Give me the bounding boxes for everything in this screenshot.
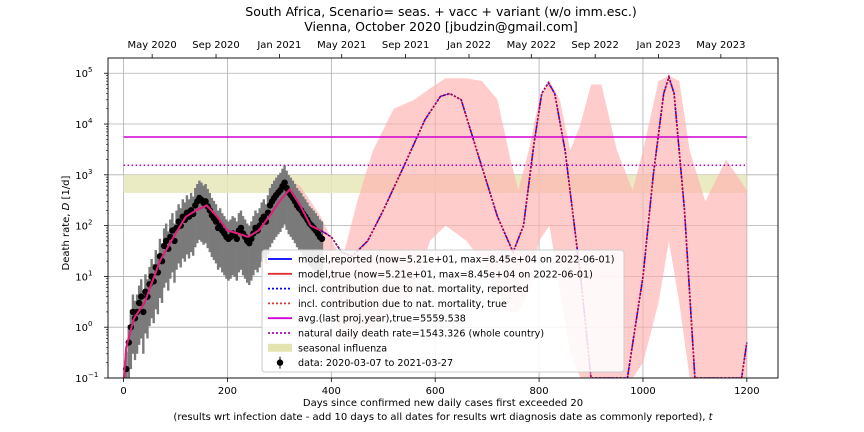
y-tick-exponent: 5	[88, 66, 92, 74]
legend-item: natural daily death rate=1543.326 (whole…	[268, 329, 544, 340]
chart-title: South Africa, Scenario= seas. + vacc + v…	[245, 4, 636, 19]
legend-item: seasonal influenza	[268, 343, 387, 354]
model-fit-curve	[122, 187, 322, 378]
legend-label: incl. contribution due to nat. mortality…	[298, 299, 507, 310]
x-axis-label: Days since confirmed new daily cases fir…	[303, 398, 583, 409]
x-axis-variable: t	[709, 412, 714, 423]
legend-swatch	[268, 343, 292, 352]
plot-area: 0 200 400 600 800 1000 1200 May 2020 Sep 2020 Jan…	[75, 40, 779, 397]
x-tick-label: 400	[322, 386, 341, 397]
legend: model,reported (now=5.21e+01, max=8.45e+…	[261, 249, 625, 373]
legend-label: natural daily death rate=1543.326 (whole…	[298, 329, 544, 340]
legend-item: avg.(last proj.year),true=5559.538	[268, 314, 466, 325]
y-axis-label-text: Death rate,	[61, 214, 72, 271]
data-point	[135, 299, 143, 307]
x-tick-label: 1200	[734, 386, 759, 397]
x-tick-label: 0	[120, 386, 126, 397]
plot-frame	[107, 57, 779, 379]
legend-label: incl. contribution due to nat. mortality…	[298, 284, 529, 295]
legend-item: incl. contribution due to nat. mortality…	[268, 299, 507, 310]
y-tick-exponent: 3	[88, 168, 92, 176]
top-tick-label: Jan 2022	[446, 40, 491, 51]
top-tick-label: Sep 2022	[571, 40, 618, 51]
y-tick-label: 10	[75, 69, 88, 80]
legend-item: incl. contribution due to nat. mortality…	[268, 284, 529, 295]
data-point	[281, 179, 288, 186]
x-tick-label: 200	[218, 386, 237, 397]
top-tick-label: Jan 2023	[636, 40, 681, 51]
legend-item: model,true (now=5.21e+01, max=8.45e+04 o…	[268, 269, 593, 280]
legend-label: seasonal influenza	[298, 343, 387, 354]
y-axis-variable: D	[61, 202, 72, 210]
y-tick-exponent: 2	[88, 219, 92, 227]
y-tick-label: 10	[75, 374, 88, 385]
y-tick-label: 10	[75, 272, 88, 283]
top-tick-label: May 2022	[507, 40, 556, 51]
y-axis-unit: [1/d]	[61, 175, 72, 199]
legend-item: data: 2020-03-07 to 2021-03-27	[276, 356, 453, 369]
chart-subtitle: Vienna, October 2020 [jbudzin@gmail.com]	[304, 19, 578, 34]
x-tick-label: 800	[530, 386, 549, 397]
data-point	[140, 308, 147, 316]
data-point	[162, 237, 170, 245]
x-tick-label: 1000	[630, 386, 655, 397]
legend-marker	[276, 359, 284, 366]
x-tick-label: 600	[426, 386, 445, 397]
data-point	[318, 235, 326, 243]
top-tick-label: Sep 2021	[382, 40, 429, 51]
data-point	[202, 198, 209, 205]
data-point	[248, 235, 255, 243]
y-tick-label: 10	[75, 222, 88, 233]
data-point	[212, 218, 220, 225]
top-tick-label: Sep 2020	[192, 40, 239, 51]
y-tick-exponent: −1	[88, 371, 98, 379]
data-point	[260, 213, 268, 220]
data-point	[138, 293, 145, 300]
y-tick-label: 10	[75, 120, 88, 131]
y-tick-label: 10	[75, 323, 88, 334]
legend-label: model,reported (now=5.21e+01, max=8.45e+…	[298, 255, 614, 266]
y-tick-label: 10	[75, 171, 88, 182]
top-tick-label: May 2021	[317, 40, 366, 51]
legend-label: data: 2020-03-07 to 2021-03-27	[298, 358, 453, 369]
data-point	[237, 224, 245, 232]
top-tick-label: Jan 2021	[256, 40, 301, 51]
legend-label: avg.(last proj.year),true=5559.538	[298, 314, 466, 325]
legend-label: model,true (now=5.21e+01, max=8.45e+04 o…	[298, 269, 593, 280]
top-tick-label: May 2023	[696, 40, 745, 51]
data-point	[233, 235, 241, 243]
x-axis-label-2: (results wrt infection date - add 10 day…	[173, 412, 713, 423]
y-tick-exponent: 4	[88, 117, 93, 125]
legend-box	[261, 249, 625, 373]
x-axis-label-2-text: (results wrt infection date - add 10 day…	[173, 412, 705, 423]
y-axis-label: Death rate, D [1/d]	[61, 175, 72, 270]
legend-item: model,reported (now=5.21e+01, max=8.45e+…	[268, 255, 614, 266]
y-tick-exponent: 0	[88, 320, 92, 328]
top-tick-label: May 2020	[127, 40, 176, 51]
y-tick-exponent: 1	[88, 269, 92, 277]
